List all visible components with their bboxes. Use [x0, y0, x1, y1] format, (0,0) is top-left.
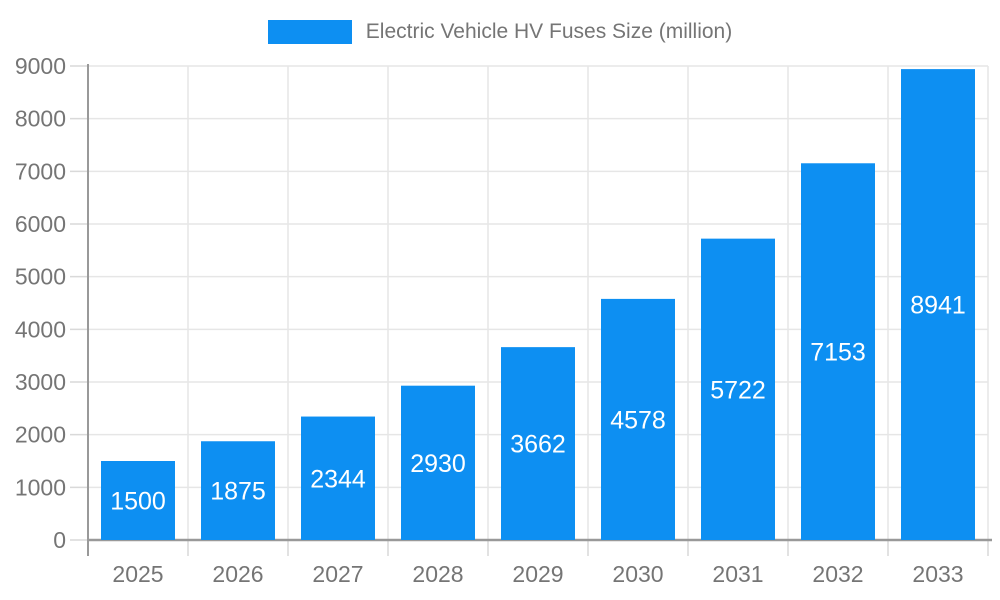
x-axis-label: 2026: [212, 561, 263, 587]
x-axis-label: 2030: [612, 561, 663, 587]
y-axis-label: 9000: [15, 53, 66, 79]
bar-value-label: 3662: [510, 431, 566, 459]
bar-2027[interactable]: [301, 416, 375, 540]
legend-label: Electric Vehicle HV Fuses Size (million): [365, 20, 733, 43]
x-axis-label: 2032: [812, 561, 863, 587]
x-axis-label: 2031: [712, 561, 763, 587]
bar-2030[interactable]: [601, 298, 675, 540]
legend[interactable]: Electric Vehicle HV Fuses Size (million): [0, 16, 1000, 48]
bar-value-label: 1500: [110, 488, 166, 516]
y-axis-label: 0: [53, 527, 66, 553]
bar-2025[interactable]: [101, 461, 175, 540]
x-axis-label: 2033: [912, 561, 963, 587]
bar-2026[interactable]: [201, 441, 275, 540]
y-axis-label: 2000: [15, 422, 66, 448]
x-axis-label: 2028: [412, 561, 463, 587]
y-axis-label: 3000: [15, 369, 66, 395]
bar-value-label: 4578: [610, 406, 666, 434]
y-axis-label: 4000: [15, 316, 66, 342]
x-axis-label: 2027: [312, 561, 363, 587]
y-axis-label: 5000: [15, 264, 66, 290]
bar-2028[interactable]: [401, 385, 475, 540]
bar-value-label: 5722: [710, 376, 766, 404]
bar-value-label: 2930: [410, 450, 466, 478]
x-axis-label: 2029: [512, 561, 563, 587]
y-axis-label: 8000: [15, 106, 66, 132]
bar-value-label: 1875: [210, 478, 266, 506]
x-axis-label: 2025: [112, 561, 163, 587]
y-axis-label: 1000: [15, 474, 66, 500]
legend-swatch: [267, 20, 352, 44]
y-axis-label: 7000: [15, 158, 66, 184]
bar-2029[interactable]: [501, 347, 575, 540]
bar-value-label: 2344: [310, 465, 366, 493]
bar-2031[interactable]: [701, 238, 775, 540]
bar-value-label: 7153: [810, 339, 866, 367]
bar-2032[interactable]: [801, 163, 875, 540]
bar-2033[interactable]: [901, 69, 975, 540]
y-axis-label: 6000: [15, 211, 66, 237]
bar-value-label: 8941: [910, 292, 966, 320]
